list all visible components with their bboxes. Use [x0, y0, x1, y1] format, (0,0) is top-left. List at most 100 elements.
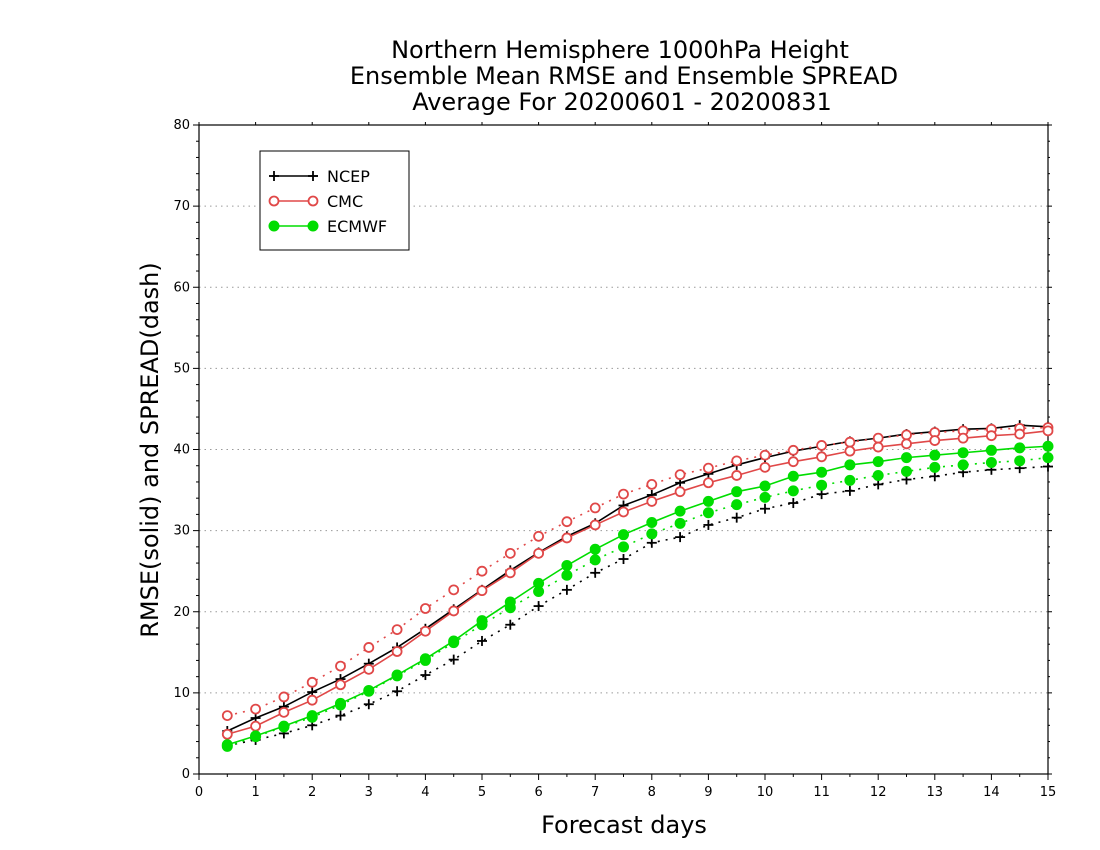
ncep-spread-point — [703, 519, 714, 530]
cmc-spread-point — [504, 547, 516, 559]
cmc-spread-point — [278, 691, 290, 703]
x-tick-label: 4 — [421, 785, 429, 800]
ncep-spread-point — [420, 670, 431, 681]
y-tick-label: 60 — [173, 280, 190, 295]
ecmwf-spread-point — [731, 499, 743, 511]
ecmwf-rmse-point — [504, 596, 516, 608]
ecmwf-rmse-point — [363, 684, 375, 696]
legend-marker — [307, 195, 319, 207]
cmc-rmse-point — [929, 435, 941, 446]
ncep-spread-point — [590, 567, 601, 578]
cmc-spread-point — [816, 440, 827, 451]
cmc-rmse-point — [250, 720, 262, 732]
cmc-rmse-point — [703, 477, 714, 489]
cmc-rmse-point — [476, 585, 488, 597]
ncep-spread-point — [335, 710, 346, 721]
x-tick-label: 6 — [534, 785, 542, 800]
ecmwf-rmse-point — [1042, 440, 1054, 452]
x-tick-label: 14 — [983, 785, 1000, 800]
cmc-rmse-point — [589, 519, 601, 531]
y-tick-label: 40 — [173, 443, 190, 458]
x-tick-label: 1 — [251, 785, 259, 800]
ecmwf-rmse-point — [759, 480, 771, 492]
y-tick-label: 0 — [182, 767, 190, 782]
cmc-spread-point — [872, 432, 884, 444]
ecmwf-spread-point — [985, 456, 997, 468]
legend-marker — [269, 171, 279, 181]
cmc-rmse-point — [957, 432, 969, 444]
x-tick-label: 0 — [195, 785, 203, 800]
x-tick-label: 8 — [648, 785, 656, 800]
cmc-spread-point — [335, 660, 346, 672]
legend: NCEP CMC ECMWF — [259, 150, 410, 251]
ecmwf-rmse-point — [419, 653, 431, 665]
ecmwf-spread-point — [872, 469, 884, 481]
legend-item-ncep: NCEP — [269, 167, 370, 186]
x-axis-title: Forecast days — [541, 811, 707, 839]
y-axis-title: RMSE(solid) and SPREAD(dash) — [136, 262, 164, 638]
ncep-spread-line — [227, 465, 1049, 747]
ncep-rmse-line — [226, 424, 1049, 732]
cmc-rmse-point — [986, 430, 997, 442]
cmc-rmse-point — [844, 445, 856, 457]
cmc-spread-point — [787, 444, 799, 456]
ecmwf-spread-point — [618, 541, 629, 553]
cmc-spread-point — [221, 710, 233, 721]
cmc-spread-point — [618, 488, 629, 500]
ecmwf-rmse-point — [985, 444, 997, 456]
title-line-2: Ensemble Mean RMSE and Ensemble SPREAD — [350, 62, 898, 90]
ecmwf-rmse-point — [787, 470, 799, 482]
ecmwf-rmse-point — [702, 495, 714, 507]
legend-marker — [308, 171, 318, 181]
y-tick-label: 20 — [173, 605, 190, 620]
ncep-spread-point — [873, 479, 884, 490]
cmc-rmse-point — [504, 567, 516, 579]
x-tick-label: 5 — [478, 785, 486, 800]
cmc-rmse-line — [227, 430, 1049, 736]
ecmwf-rmse-point — [1014, 442, 1026, 454]
ecmwf-rmse-point — [872, 456, 884, 468]
x-tick-label: 15 — [1040, 785, 1057, 800]
ncep-spread-point — [731, 512, 742, 523]
ecmwf-rmse-point — [533, 577, 545, 589]
title-line-3: Average For 20200601 - 20200831 — [412, 88, 832, 116]
ecmwf-rmse-point — [674, 505, 686, 517]
cmc-rmse-point — [901, 438, 912, 450]
legend-label: CMC — [327, 192, 363, 211]
ecmwf-rmse-point — [816, 466, 828, 478]
y-tick-label: 70 — [173, 199, 190, 214]
ecmwf-rmse-point — [448, 635, 460, 647]
ncep-spread-point — [816, 489, 827, 500]
ecmwf-rmse-line — [227, 445, 1049, 746]
cmc-spread-point — [901, 429, 912, 441]
cmc-spread-point — [731, 455, 743, 467]
legend-marker — [268, 195, 280, 207]
ecmwf-spread-point — [674, 517, 686, 529]
cmc-rmse-point — [787, 456, 799, 468]
x-tick-label: 10 — [757, 785, 774, 800]
x-tick-label: 11 — [813, 785, 830, 800]
cmc-spread-line — [227, 426, 1049, 717]
y-tick-label: 10 — [173, 686, 190, 701]
ecmwf-rmse-point — [646, 517, 658, 529]
cmc-rmse-point — [448, 605, 460, 617]
ncep-spread-point — [844, 485, 855, 496]
ecmwf-spread-point — [702, 507, 714, 519]
ncep-spread-point — [1043, 461, 1053, 472]
ncep-spread-point — [363, 699, 374, 710]
cmc-rmse-point — [1014, 428, 1026, 440]
ncep-spread-point — [675, 532, 686, 543]
ecmwf-rmse-point — [901, 452, 912, 464]
ecmwf-spread-point — [787, 485, 799, 497]
cmc-rmse-point — [533, 547, 544, 559]
cmc-rmse-point — [674, 486, 686, 498]
ecmwf-rmse-point — [221, 739, 233, 751]
legend-item-cmc: CMC — [268, 192, 363, 211]
cmc-rmse-point — [278, 706, 290, 718]
ncep-spread-point — [392, 686, 403, 697]
ecmwf-spread-point — [646, 528, 658, 540]
cmc-spread-point — [589, 502, 601, 514]
ecmwf-spread-point — [1042, 452, 1054, 464]
cmc-spread-point — [703, 462, 714, 474]
